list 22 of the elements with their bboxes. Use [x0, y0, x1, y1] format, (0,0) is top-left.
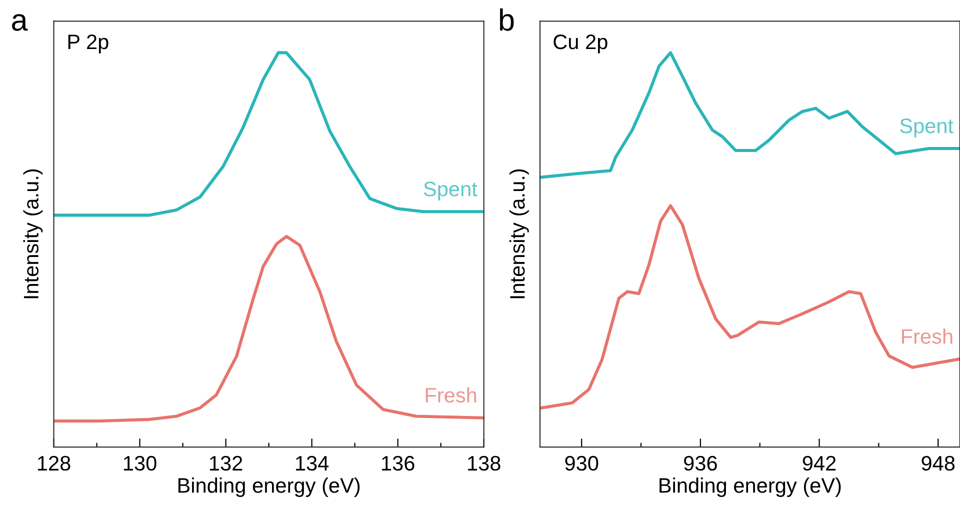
y-axis-title: Intensity (a.u.) — [509, 169, 529, 298]
x-tick-label: 930 — [565, 456, 598, 471]
y-axis-title: Intensity (a.u.) — [23, 169, 43, 298]
x-axis-title: Binding energy (eV) — [178, 478, 360, 497]
x-tick-label: 132 — [210, 456, 242, 471]
text: a — [12, 14, 28, 31]
x-tick-label: 136 — [382, 456, 414, 471]
series-label: Spent — [424, 182, 478, 201]
annotation: P 2p — [68, 34, 108, 54]
series-label: Spent — [900, 118, 954, 138]
x-tick-label: 936 — [684, 456, 717, 471]
x-tick-label: 948 — [922, 456, 955, 471]
x-tick-label: 138 — [468, 456, 500, 471]
annotation: Cu 2p — [554, 34, 608, 54]
x-tick-label: 128 — [38, 456, 70, 471]
x-axis-title: Binding energy (eV) — [660, 478, 841, 497]
text: b — [500, 8, 514, 31]
x-tick-label: 130 — [124, 456, 156, 471]
x-tick-label: 134 — [296, 456, 329, 471]
x-tick-label: 942 — [802, 456, 836, 471]
series-label: Fresh — [426, 387, 476, 403]
series-label: Fresh — [902, 328, 952, 344]
